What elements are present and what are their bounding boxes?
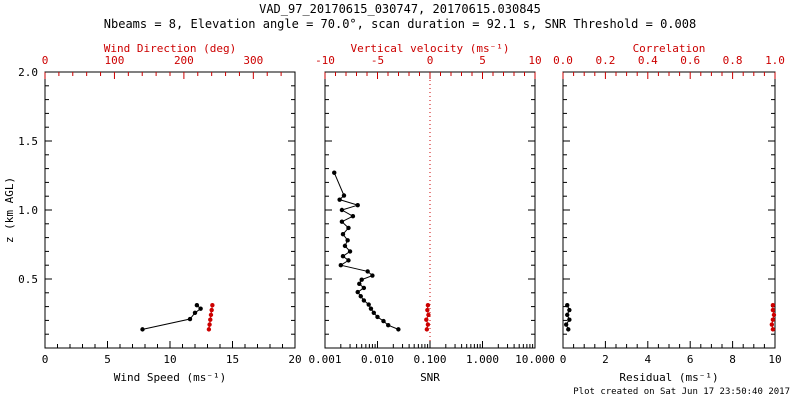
svg-text:0.100: 0.100 — [413, 353, 446, 366]
series-wind_direction — [206, 303, 215, 332]
series-correlation — [769, 303, 777, 332]
svg-text:Correlation: Correlation — [633, 42, 706, 55]
svg-text:10: 10 — [528, 54, 541, 67]
svg-text:-10: -10 — [315, 54, 335, 67]
snr-panel-bottom-axis: 0.001 0.010 0.100 1.000 10.000 SNR — [308, 341, 555, 384]
svg-text:0.4: 0.4 — [638, 54, 658, 67]
snr-panel-y-axis — [325, 71, 535, 349]
wind-panel-top-axis: 0 100 200 300 Wind Direction (deg) — [42, 42, 282, 79]
svg-text:1.0: 1.0 — [18, 204, 38, 217]
svg-text:10: 10 — [768, 353, 781, 366]
svg-text:0.2: 0.2 — [595, 54, 615, 67]
svg-text:1.000: 1.000 — [466, 353, 499, 366]
svg-text:1.0: 1.0 — [765, 54, 785, 67]
residual-panel-y-axis — [563, 71, 775, 349]
plot-title: VAD_97_20170615_030747, 20170615.030845 — [259, 2, 541, 16]
wind-panel: 0 5 10 15 20 Wind Speed (ms⁻¹) 0 100 200 300 Wind … — [3, 42, 302, 384]
residual-panel-top-axis: 0.0 0.2 0.4 0.6 0.8 1.0 Correlation — [553, 42, 785, 79]
plot-created-timestamp: Plot created on Sat Jun 17 23:50:40 2017 — [573, 387, 790, 397]
svg-text:0.5: 0.5 — [18, 273, 38, 286]
series-snr — [332, 170, 401, 332]
svg-text:10: 10 — [163, 353, 176, 366]
svg-text:2.0: 2.0 — [18, 66, 38, 79]
svg-text:6: 6 — [687, 353, 694, 366]
residual-panel: 0 2 4 6 8 10 Residual (ms⁻¹) 0.0 0.2 0.4 0.6 0.8 1.0… — [553, 42, 785, 384]
svg-text:2: 2 — [602, 353, 609, 366]
svg-text:Vertical velocity (ms⁻¹): Vertical velocity (ms⁻¹) — [351, 42, 510, 55]
svg-text:0: 0 — [42, 353, 49, 366]
svg-text:1.5: 1.5 — [18, 135, 38, 148]
svg-text:300: 300 — [243, 54, 263, 67]
svg-text:0: 0 — [42, 54, 49, 67]
snr-panel-top-axis: -10 -5 0 5 10 Vertical velocity (ms⁻¹) — [315, 42, 542, 79]
svg-text:10.000: 10.000 — [515, 353, 555, 366]
svg-text:0: 0 — [427, 54, 434, 67]
svg-text:0.001: 0.001 — [308, 353, 341, 366]
svg-text:0.8: 0.8 — [723, 54, 743, 67]
series-wind_speed — [140, 303, 203, 332]
svg-text:4: 4 — [644, 353, 651, 366]
svg-text:100: 100 — [105, 54, 125, 67]
svg-text:0.6: 0.6 — [680, 54, 700, 67]
plot-subtitle: Nbeams = 8, Elevation angle = 70.0°, sca… — [104, 17, 696, 31]
svg-text:Wind Direction (deg): Wind Direction (deg) — [104, 42, 236, 55]
svg-text:Residual (ms⁻¹): Residual (ms⁻¹) — [619, 371, 718, 384]
svg-text:15: 15 — [226, 353, 239, 366]
svg-text:0.0: 0.0 — [553, 54, 573, 67]
snr-panel: 0.001 0.010 0.100 1.000 10.000 SNR -10 -5 0 5 10 Ve… — [308, 42, 554, 384]
svg-text:8: 8 — [729, 353, 736, 366]
svg-text:200: 200 — [174, 54, 194, 67]
series-residual — [563, 303, 572, 332]
svg-text:-5: -5 — [371, 54, 384, 67]
wind-panel-y-axis: 0.5 1.0 1.5 2.0 z (km AGL) — [3, 66, 295, 349]
residual-panel-bottom-axis: 0 2 4 6 8 10 Residual (ms⁻¹) — [560, 341, 782, 384]
svg-text:SNR: SNR — [420, 371, 440, 384]
svg-text:Wind Speed (ms⁻¹): Wind Speed (ms⁻¹) — [114, 371, 227, 384]
svg-text:z (km AGL): z (km AGL) — [3, 177, 16, 243]
svg-text:0.010: 0.010 — [361, 353, 394, 366]
svg-text:0: 0 — [560, 353, 567, 366]
svg-text:5: 5 — [104, 353, 111, 366]
svg-text:20: 20 — [288, 353, 301, 366]
series-vertical_velocity — [424, 303, 431, 332]
svg-text:5: 5 — [479, 54, 486, 67]
wind-panel-bottom-axis: 0 5 10 15 20 Wind Speed (ms⁻¹) — [42, 341, 302, 384]
